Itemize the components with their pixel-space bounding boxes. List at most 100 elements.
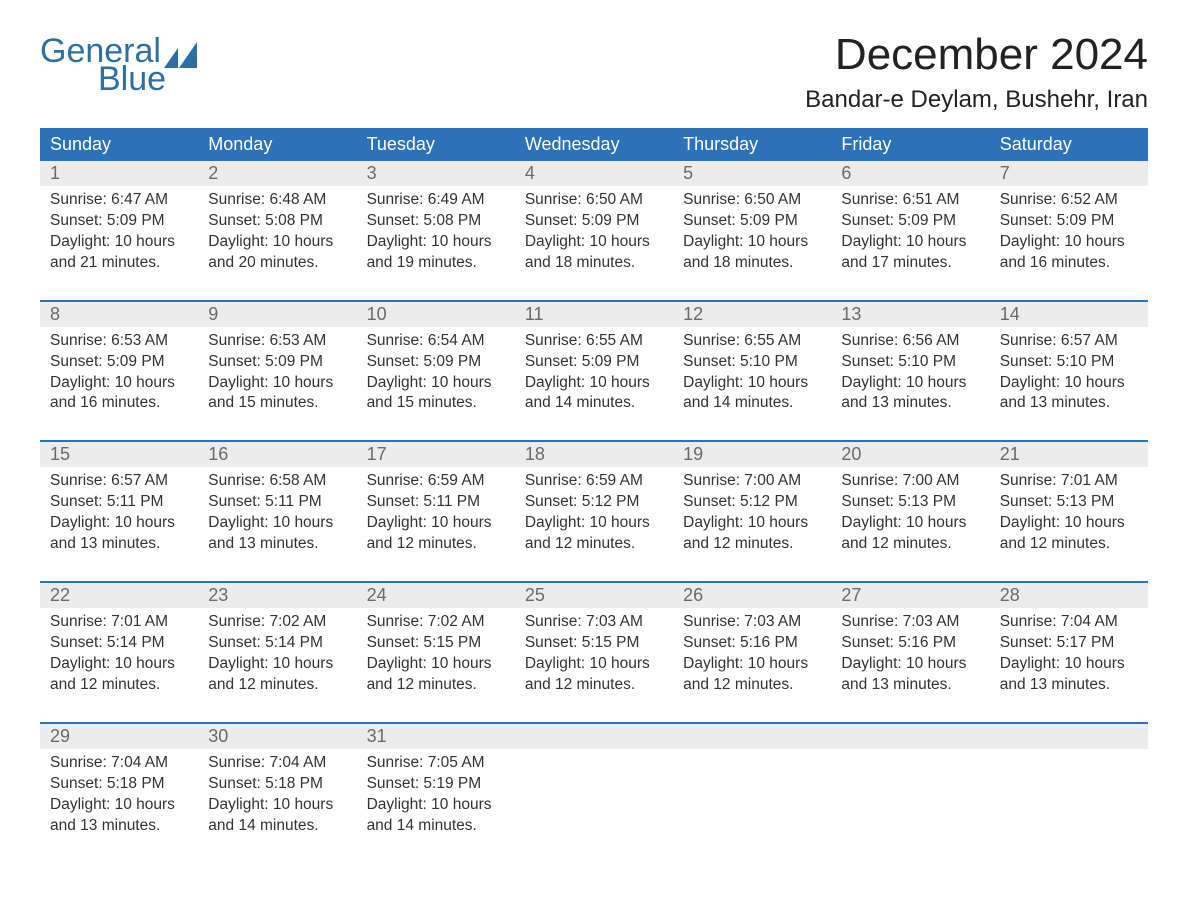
day-sunrise: Sunrise: 7:00 AM: [683, 471, 821, 492]
day-cells: Sunrise: 6:53 AMSunset: 5:09 PMDaylight:…: [40, 327, 1148, 423]
day-number: 13: [831, 302, 989, 327]
day-sunrise: Sunrise: 6:55 AM: [525, 331, 663, 352]
day-cell: Sunrise: 6:57 AMSunset: 5:10 PMDaylight:…: [990, 327, 1148, 423]
day-cell: Sunrise: 7:01 AMSunset: 5:13 PMDaylight:…: [990, 467, 1148, 563]
day-number: 12: [673, 302, 831, 327]
day-d2: and 17 minutes.: [841, 253, 979, 274]
day-d2: and 13 minutes.: [1000, 675, 1138, 696]
day-d2: and 12 minutes.: [683, 675, 821, 696]
day-sunset: Sunset: 5:12 PM: [525, 492, 663, 513]
day-sunrise: Sunrise: 6:49 AM: [367, 190, 505, 211]
day-sunset: Sunset: 5:08 PM: [208, 211, 346, 232]
day-d1: Daylight: 10 hours: [208, 373, 346, 394]
day-d1: Daylight: 10 hours: [683, 232, 821, 253]
day-d2: and 13 minutes.: [208, 534, 346, 555]
day-number: 6: [831, 161, 989, 186]
day-cell: Sunrise: 6:52 AMSunset: 5:09 PMDaylight:…: [990, 186, 1148, 282]
day-sunrise: Sunrise: 6:55 AM: [683, 331, 821, 352]
day-cell: Sunrise: 6:58 AMSunset: 5:11 PMDaylight:…: [198, 467, 356, 563]
day-d2: and 14 minutes.: [208, 816, 346, 837]
day-d1: Daylight: 10 hours: [50, 232, 188, 253]
day-d1: Daylight: 10 hours: [367, 654, 505, 675]
day-cell: Sunrise: 7:05 AMSunset: 5:19 PMDaylight:…: [357, 749, 515, 845]
day-cell: Sunrise: 7:03 AMSunset: 5:16 PMDaylight:…: [831, 608, 989, 704]
day-cell: Sunrise: 6:55 AMSunset: 5:09 PMDaylight:…: [515, 327, 673, 423]
day-number: 30: [198, 724, 356, 749]
day-d1: Daylight: 10 hours: [50, 373, 188, 394]
day-cell: Sunrise: 7:03 AMSunset: 5:15 PMDaylight:…: [515, 608, 673, 704]
day-d2: and 14 minutes.: [683, 393, 821, 414]
day-sunset: Sunset: 5:09 PM: [683, 211, 821, 232]
day-d1: Daylight: 10 hours: [208, 654, 346, 675]
dow-wednesday: Wednesday: [515, 128, 673, 161]
day-d2: and 12 minutes.: [683, 534, 821, 555]
day-sunrise: Sunrise: 6:57 AM: [1000, 331, 1138, 352]
day-sunrise: Sunrise: 6:53 AM: [50, 331, 188, 352]
weekday-header: Sunday Monday Tuesday Wednesday Thursday…: [40, 128, 1148, 161]
day-number-band: 293031: [40, 724, 1148, 749]
month-title: December 2024: [805, 30, 1148, 80]
day-sunrise: Sunrise: 7:01 AM: [50, 612, 188, 633]
day-d2: and 20 minutes.: [208, 253, 346, 274]
day-sunrise: Sunrise: 7:04 AM: [1000, 612, 1138, 633]
calendar: Sunday Monday Tuesday Wednesday Thursday…: [40, 128, 1148, 844]
day-d2: and 12 minutes.: [841, 534, 979, 555]
day-d2: and 16 minutes.: [1000, 253, 1138, 274]
day-d1: Daylight: 10 hours: [1000, 232, 1138, 253]
day-d1: Daylight: 10 hours: [50, 795, 188, 816]
day-sunrise: Sunrise: 7:02 AM: [208, 612, 346, 633]
day-sunset: Sunset: 5:09 PM: [208, 352, 346, 373]
day-d2: and 15 minutes.: [367, 393, 505, 414]
day-number: 4: [515, 161, 673, 186]
day-d2: and 14 minutes.: [367, 816, 505, 837]
day-number: 8: [40, 302, 198, 327]
day-number: 2: [198, 161, 356, 186]
day-sunrise: Sunrise: 6:54 AM: [367, 331, 505, 352]
day-number: 16: [198, 442, 356, 467]
day-number-band: 22232425262728: [40, 583, 1148, 608]
day-number: 9: [198, 302, 356, 327]
day-cell: Sunrise: 7:00 AMSunset: 5:12 PMDaylight:…: [673, 467, 831, 563]
day-number: 23: [198, 583, 356, 608]
day-sunset: Sunset: 5:16 PM: [841, 633, 979, 654]
day-sunrise: Sunrise: 6:57 AM: [50, 471, 188, 492]
day-cells: Sunrise: 7:01 AMSunset: 5:14 PMDaylight:…: [40, 608, 1148, 704]
day-d2: and 12 minutes.: [525, 675, 663, 696]
day-d2: and 18 minutes.: [525, 253, 663, 274]
day-number: 3: [357, 161, 515, 186]
day-cell: Sunrise: 6:59 AMSunset: 5:11 PMDaylight:…: [357, 467, 515, 563]
day-cell: Sunrise: 7:04 AMSunset: 5:18 PMDaylight:…: [198, 749, 356, 845]
day-sunset: Sunset: 5:09 PM: [367, 352, 505, 373]
day-d2: and 13 minutes.: [50, 534, 188, 555]
day-d1: Daylight: 10 hours: [367, 373, 505, 394]
day-d1: Daylight: 10 hours: [683, 513, 821, 534]
day-d2: and 12 minutes.: [525, 534, 663, 555]
day-cell: Sunrise: 7:04 AMSunset: 5:17 PMDaylight:…: [990, 608, 1148, 704]
dow-thursday: Thursday: [673, 128, 831, 161]
day-d2: and 12 minutes.: [50, 675, 188, 696]
day-d1: Daylight: 10 hours: [367, 232, 505, 253]
day-sunset: Sunset: 5:10 PM: [841, 352, 979, 373]
day-sunrise: Sunrise: 6:48 AM: [208, 190, 346, 211]
day-d2: and 13 minutes.: [1000, 393, 1138, 414]
day-d1: Daylight: 10 hours: [525, 373, 663, 394]
day-d1: Daylight: 10 hours: [367, 795, 505, 816]
day-d2: and 13 minutes.: [50, 816, 188, 837]
day-d1: Daylight: 10 hours: [1000, 654, 1138, 675]
day-sunset: Sunset: 5:13 PM: [1000, 492, 1138, 513]
day-d2: and 16 minutes.: [50, 393, 188, 414]
day-d2: and 12 minutes.: [367, 675, 505, 696]
day-number: 10: [357, 302, 515, 327]
day-number: 18: [515, 442, 673, 467]
day-sunset: Sunset: 5:10 PM: [1000, 352, 1138, 373]
day-cell: Sunrise: 6:47 AMSunset: 5:09 PMDaylight:…: [40, 186, 198, 282]
day-sunset: Sunset: 5:19 PM: [367, 774, 505, 795]
day-sunset: Sunset: 5:11 PM: [50, 492, 188, 513]
day-sunrise: Sunrise: 6:59 AM: [525, 471, 663, 492]
day-d1: Daylight: 10 hours: [1000, 513, 1138, 534]
day-sunset: Sunset: 5:18 PM: [208, 774, 346, 795]
day-cell: Sunrise: 6:56 AMSunset: 5:10 PMDaylight:…: [831, 327, 989, 423]
day-d2: and 15 minutes.: [208, 393, 346, 414]
day-number: 21: [990, 442, 1148, 467]
day-cell: Sunrise: 6:49 AMSunset: 5:08 PMDaylight:…: [357, 186, 515, 282]
